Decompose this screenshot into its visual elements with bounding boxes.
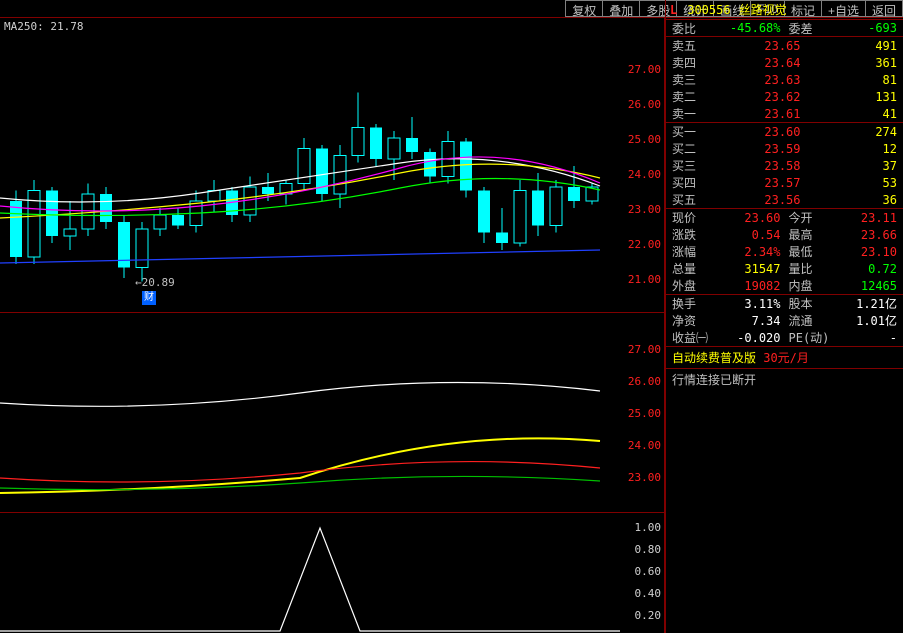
ask-row-3[interactable]: 卖二23.62131 [666,88,903,105]
bid-row-4[interactable]: 买五23.5636 [666,191,903,208]
indicator1-yaxis: 27.00 26.00 25.00 24.00 23.00 [620,313,665,513]
bid-row-2[interactable]: 买三23.5837 [666,157,903,174]
axis-tick: 0.20 [635,609,662,622]
main-candlestick-chart[interactable]: ←20.89 财 [0,18,665,313]
stat-row-0: 现价23.60今开23.11 [666,209,903,226]
stat-row-3: 总量31547量比0.72 [666,260,903,277]
axis-tick: 27.00 [628,63,661,76]
axis-tick: 1.00 [635,521,662,534]
ask-row-1[interactable]: 卖四23.64361 [666,54,903,71]
connection-status: 行情连接已断开 [666,369,903,390]
quote-panel: L 300556 丝路视觉 委比 -45.68% 委差 -693 卖五23.65… [665,0,903,633]
toolbar-btn-diejiia[interactable]: 叠加 [602,0,640,17]
axis-tick: 0.80 [635,543,662,556]
axis-tick: 27.00 [628,343,661,356]
indicator-chart-2[interactable] [0,513,665,633]
axis-tick: 0.60 [635,565,662,578]
axis-tick: 23.00 [628,471,661,484]
commission-ratio-row: 委比 -45.68% 委差 -693 [666,20,903,37]
ask-row-4[interactable]: 卖一23.6141 [666,105,903,122]
stock-code[interactable]: 300556 [687,3,730,17]
toolbar-btn-fuquan[interactable]: 复权 [565,0,603,17]
fin-row-2: 收益㈠-0.020PE(动)- [666,329,903,346]
finance-marker[interactable]: 财 [142,291,156,305]
axis-tick: 0.40 [635,587,662,600]
main-chart-yaxis: 27.00 26.00 25.00 24.00 23.00 22.00 21.00 [620,18,665,313]
market-flag: L [670,3,677,17]
subscription-promo[interactable]: 自动续费普及版 30元/月 [666,347,903,369]
axis-tick: 26.00 [628,375,661,388]
bid-row-3[interactable]: 买四23.5753 [666,174,903,191]
stat-row-2: 涨幅2.34%最低23.10 [666,243,903,260]
price-annotation: ←20.89 [135,276,175,289]
axis-tick: 26.00 [628,98,661,111]
axis-tick: 23.00 [628,203,661,216]
axis-tick: 22.00 [628,238,661,251]
indicator2-yaxis: 1.00 0.80 0.60 0.40 0.20 [620,513,665,633]
fin-row-1: 净资7.34流通1.01亿 [666,312,903,329]
axis-tick: 25.00 [628,133,661,146]
bid-row-1[interactable]: 买二23.5912 [666,140,903,157]
stat-row-1: 涨跌0.54最高23.66 [666,226,903,243]
fin-row-0: 换手3.11%股本1.21亿 [666,295,903,312]
axis-tick: 21.00 [628,273,661,286]
ask-row-0[interactable]: 卖五23.65491 [666,37,903,54]
stock-name[interactable]: 丝路视觉 [739,1,787,18]
axis-tick: 25.00 [628,407,661,420]
stat-row-4: 外盘19082内盘12465 [666,277,903,294]
stock-header: L 300556 丝路视觉 [666,0,903,20]
ask-row-2[interactable]: 卖三23.6381 [666,71,903,88]
axis-tick: 24.00 [628,439,661,452]
axis-tick: 24.00 [628,168,661,181]
indicator-chart-1[interactable] [0,313,665,513]
bid-row-0[interactable]: 买一23.60274 [666,123,903,140]
